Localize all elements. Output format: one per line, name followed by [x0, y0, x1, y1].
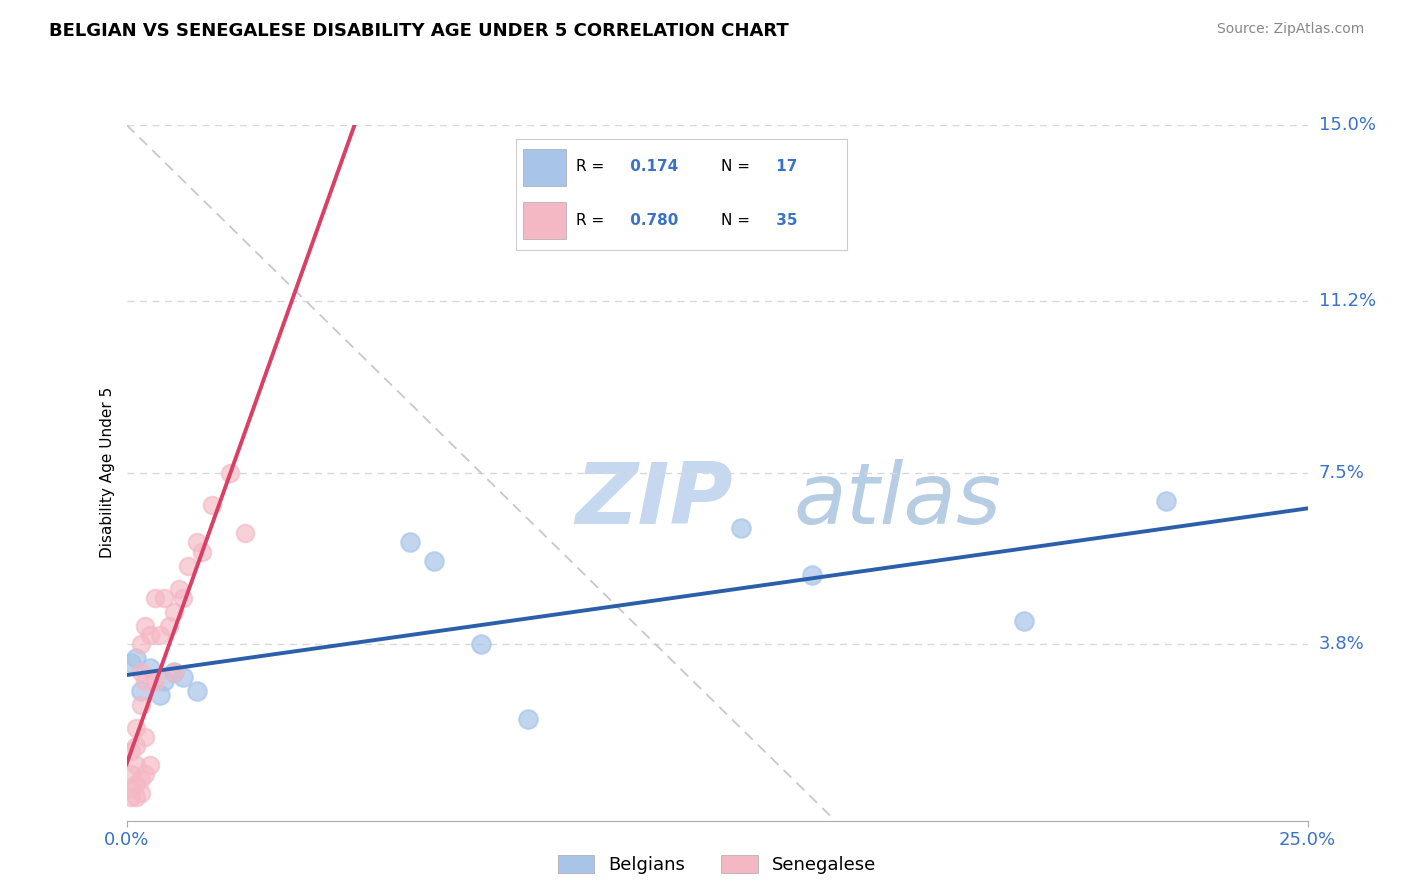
Point: [153, 674, 176, 689]
Point: [163, 605, 186, 619]
Point: [134, 619, 156, 633]
Point: [125, 790, 148, 805]
Point: [134, 767, 156, 781]
Text: atlas: atlas: [794, 459, 1002, 542]
Point: [139, 628, 162, 642]
Point: [129, 665, 152, 680]
Point: [157, 619, 180, 633]
Point: [129, 772, 152, 786]
Point: [177, 558, 200, 573]
Point: [186, 535, 208, 549]
Point: [200, 498, 222, 512]
Point: [120, 767, 142, 781]
Point: [730, 521, 752, 535]
Point: [399, 535, 422, 549]
Point: [129, 698, 152, 712]
Point: [125, 739, 148, 754]
Text: BELGIAN VS SENEGALESE DISABILITY AGE UNDER 5 CORRELATION CHART: BELGIAN VS SENEGALESE DISABILITY AGE UND…: [49, 22, 789, 40]
Point: [149, 689, 172, 703]
Point: [139, 758, 162, 772]
Point: [800, 567, 823, 582]
Point: [422, 554, 444, 568]
Text: 3.8%: 3.8%: [1319, 635, 1364, 653]
Point: [153, 591, 176, 605]
Point: [1012, 614, 1035, 628]
Point: [125, 776, 148, 790]
Point: [233, 526, 256, 541]
Point: [186, 683, 208, 698]
Point: [125, 721, 148, 735]
Point: [120, 744, 142, 758]
Point: [125, 758, 148, 772]
Text: 7.5%: 7.5%: [1319, 464, 1365, 482]
Point: [134, 674, 156, 689]
Point: [191, 544, 214, 558]
Text: 11.2%: 11.2%: [1319, 293, 1376, 310]
Point: [163, 665, 186, 680]
Text: ZIP: ZIP: [575, 459, 733, 542]
Point: [129, 637, 152, 651]
Point: [120, 790, 142, 805]
Point: [120, 781, 142, 796]
Point: [172, 591, 194, 605]
Point: [219, 466, 242, 480]
Point: [129, 786, 152, 800]
Point: [172, 670, 194, 684]
Text: Source: ZipAtlas.com: Source: ZipAtlas.com: [1216, 22, 1364, 37]
Point: [163, 665, 186, 680]
Point: [167, 582, 190, 596]
Text: 15.0%: 15.0%: [1319, 116, 1375, 134]
Y-axis label: Disability Age Under 5: Disability Age Under 5: [100, 387, 115, 558]
Point: [143, 674, 166, 689]
Point: [129, 683, 152, 698]
Legend: Belgians, Senegalese: Belgians, Senegalese: [551, 847, 883, 881]
Point: [134, 730, 156, 744]
Point: [1154, 493, 1177, 508]
Point: [125, 651, 148, 665]
Point: [470, 637, 492, 651]
Point: [139, 660, 162, 674]
Point: [517, 712, 540, 726]
Point: [143, 591, 166, 605]
Point: [149, 628, 172, 642]
Point: [120, 656, 142, 670]
